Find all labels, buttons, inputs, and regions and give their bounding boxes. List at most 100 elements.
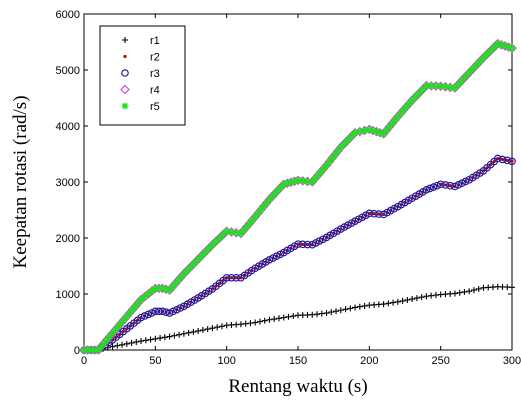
- legend-item-r2: r2: [123, 52, 160, 64]
- data-point: [479, 54, 487, 62]
- data-point: [162, 308, 170, 317]
- data-point: [223, 227, 231, 235]
- data-point: [432, 82, 440, 90]
- data-point: [323, 310, 330, 317]
- data-point: [242, 320, 249, 327]
- data-point: [171, 280, 179, 288]
- data-point: [370, 209, 378, 218]
- data-point: [140, 312, 149, 320]
- data-point: [280, 314, 287, 321]
- data-point: [411, 93, 419, 101]
- data-point: [180, 270, 188, 278]
- data-point: [148, 287, 156, 295]
- data-point: [477, 57, 485, 65]
- data-point: [457, 78, 465, 86]
- legend-item-r5: r5: [121, 101, 160, 113]
- data-point: [311, 175, 319, 183]
- data-point: [351, 129, 359, 137]
- legend-label: r3: [150, 68, 160, 80]
- data-point: [318, 310, 325, 317]
- data-point: [451, 182, 459, 191]
- x-tick-label: 200: [360, 355, 378, 367]
- data-point: [385, 300, 392, 307]
- data-point: [234, 276, 238, 280]
- data-point: [320, 165, 328, 173]
- data-point: [172, 305, 181, 314]
- data-point: [155, 284, 163, 292]
- data-point: [134, 299, 142, 307]
- data-point: [133, 338, 140, 345]
- data-point: [269, 254, 277, 262]
- data-point: [97, 343, 105, 351]
- data-point: [503, 156, 512, 165]
- data-point: [294, 240, 302, 248]
- legend-item-r3: r3: [121, 68, 160, 80]
- data-point: [265, 256, 274, 264]
- data-point: [169, 307, 177, 316]
- data-point: [408, 96, 416, 104]
- data-point: [126, 309, 134, 317]
- data-point: [348, 132, 356, 140]
- data-point: [432, 292, 439, 299]
- data-point: [208, 241, 216, 249]
- data-point: [109, 343, 116, 350]
- data-point: [280, 180, 288, 188]
- data-point: [206, 244, 214, 252]
- data-point: [331, 150, 339, 158]
- data-point: [385, 123, 393, 131]
- data-point: [190, 328, 197, 335]
- data-point: [500, 157, 505, 162]
- data-point: [508, 157, 516, 166]
- data-point: [232, 273, 240, 282]
- data-point: [433, 181, 441, 190]
- data-point: [426, 184, 434, 193]
- data-point: [461, 177, 470, 186]
- data-point: [106, 333, 114, 341]
- data-point: [309, 311, 316, 318]
- data-point: [380, 301, 387, 308]
- data-point: [87, 346, 95, 354]
- data-point: [256, 318, 263, 325]
- series-layer: [79, 38, 517, 355]
- data-point: [375, 210, 383, 218]
- data-point: [174, 276, 182, 284]
- data-point: [137, 313, 145, 322]
- legend-label: r5: [150, 101, 160, 113]
- data-point: [268, 192, 276, 200]
- data-point: [252, 319, 259, 326]
- x-tick-label: 50: [149, 355, 161, 367]
- data-point: [372, 128, 380, 136]
- data-point: [276, 250, 284, 259]
- data-point: [446, 181, 454, 190]
- data-point: [337, 143, 345, 151]
- data-point: [390, 299, 397, 306]
- x-axis-label: Rentang waktu (s): [228, 376, 367, 397]
- legend-label: r4: [150, 85, 160, 97]
- legend-item-r4: r4: [120, 85, 160, 97]
- data-point: [152, 335, 159, 342]
- data-point: [183, 267, 191, 275]
- data-point: [117, 319, 125, 327]
- data-point: [347, 305, 354, 312]
- data-point: [137, 296, 145, 304]
- data-point: [188, 261, 196, 269]
- data-point: [155, 307, 163, 316]
- data-point: [290, 177, 298, 185]
- data-point: [166, 286, 174, 294]
- data-point: [222, 273, 231, 282]
- y-tick-label: 5000: [56, 65, 80, 77]
- x-tick-label: 250: [431, 355, 449, 367]
- data-point: [505, 158, 509, 162]
- data-point: [168, 283, 176, 291]
- y-axis: 0 1000 2000 3000 4000 5000 6000: [56, 9, 512, 357]
- data-point: [337, 307, 344, 314]
- data-point: [103, 336, 111, 344]
- data-point: [356, 128, 364, 136]
- data-point: [261, 317, 268, 324]
- data-point: [194, 255, 202, 263]
- data-point: [475, 285, 482, 292]
- data-point: [443, 183, 448, 187]
- data-point: [458, 179, 466, 187]
- data-point: [218, 323, 225, 330]
- data-point: [305, 242, 310, 247]
